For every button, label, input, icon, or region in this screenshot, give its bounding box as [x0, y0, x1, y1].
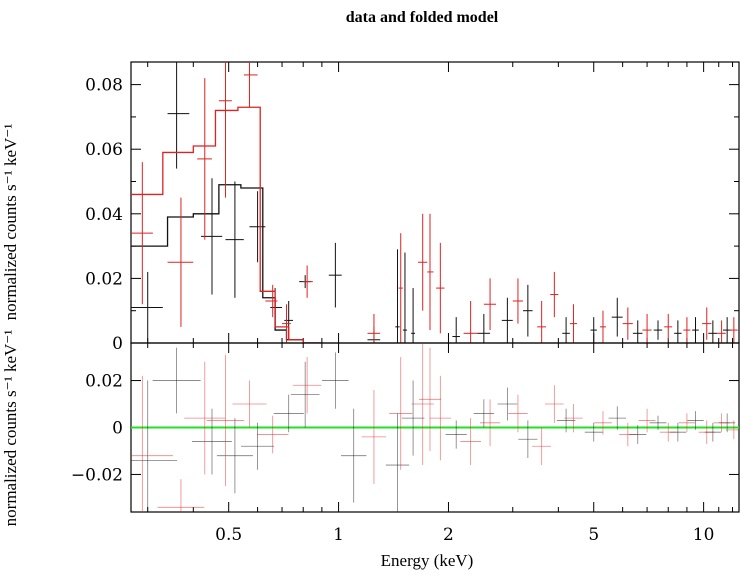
- y-tick-label-top: 0.06: [85, 140, 123, 160]
- spectrum-marks: [131, 62, 738, 343]
- x-tick-label: 0.5: [215, 525, 242, 545]
- x-axis-label: Energy (keV): [381, 551, 474, 570]
- y-tick-label-top: 0.04: [85, 205, 123, 225]
- black-series-model: [131, 184, 322, 343]
- x-tick-label: 2: [443, 525, 454, 545]
- y-axis-label-bottom: normalized counts s⁻¹ keV⁻¹: [1, 330, 20, 527]
- spectrum-frame: [130, 61, 740, 344]
- y-tick-label-top: 0.02: [85, 269, 123, 289]
- x-tick-label: 10: [693, 525, 715, 545]
- residuals-panel: −0.02 0 0.02 0.5 1 2 5 10: [71, 342, 740, 545]
- x-tick-label: 5: [588, 525, 599, 545]
- x-tick-label: 1: [333, 525, 344, 545]
- red-series-model: [131, 106, 322, 343]
- spectrum-panel: 0 0.02 0.04 0.06 0.08: [85, 61, 740, 354]
- y-tick-label-bottom: −0.02: [71, 465, 123, 485]
- y-tick-label-bottom: 0.02: [85, 372, 123, 392]
- y-tick-label-top: 0.08: [85, 76, 123, 96]
- y-axis-label-top: normalized counts s⁻¹ keV⁻¹: [1, 124, 20, 321]
- residual-marks: [131, 343, 739, 512]
- y-tick-label-bottom: 0: [112, 419, 123, 439]
- chart-title: data and folded model: [346, 9, 499, 26]
- y-tick-label-top: 0: [112, 334, 123, 354]
